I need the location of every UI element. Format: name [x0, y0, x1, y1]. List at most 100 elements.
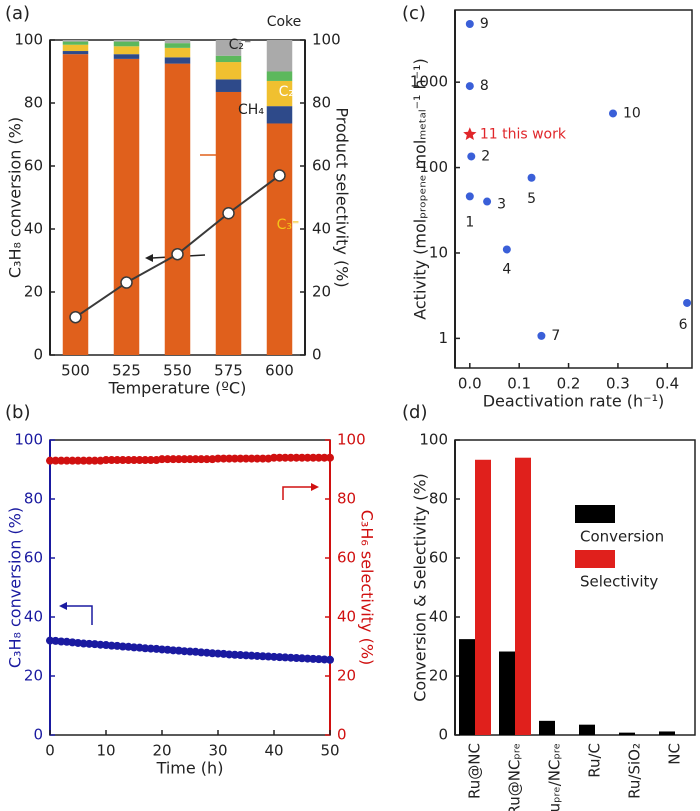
bar: [475, 459, 491, 735]
point: [130, 456, 138, 465]
panel-label: (a): [5, 3, 30, 24]
y2-tick-label: 40: [337, 608, 356, 626]
point: [609, 109, 617, 118]
arrow: [66, 605, 93, 625]
x-axis-label: Temperature (ºC): [108, 379, 247, 398]
bar-segment: [266, 123, 293, 355]
x-tick-label: 600: [265, 362, 294, 380]
bar-segment: [113, 41, 140, 47]
y2-tick-label: 20: [312, 283, 331, 301]
point: [118, 456, 127, 465]
bar-segment: [113, 58, 140, 356]
point: [46, 456, 54, 465]
x-tick-label: 0.0: [458, 375, 482, 393]
point-label: 3: [497, 197, 506, 213]
point: [62, 456, 71, 465]
y-tick-label: 60: [429, 549, 448, 567]
bar-segment: [215, 79, 242, 92]
x-tick-label: Ru@NC: [466, 743, 484, 799]
point: [467, 152, 476, 161]
bar: [659, 731, 675, 735]
point-label: 2: [481, 148, 490, 164]
x-tick-label: 525: [112, 362, 141, 380]
point: [247, 454, 256, 463]
legend-swatch: [575, 505, 615, 523]
arrow-head: [145, 254, 153, 262]
point: [286, 453, 295, 462]
bar-segment: [215, 40, 242, 56]
point: [79, 456, 88, 465]
point: [258, 454, 267, 463]
y-tick-label: 40: [24, 608, 43, 626]
x-tick-label: 40: [264, 742, 283, 760]
point: [113, 456, 122, 465]
y2-tick-label: 0: [312, 346, 322, 364]
y-tick-label: 80: [429, 490, 448, 508]
point: [214, 454, 222, 463]
y-tick-label: 80: [24, 490, 43, 508]
plot-frame: [454, 9, 693, 369]
x-tick-label: 575: [214, 362, 243, 380]
point: [141, 456, 150, 465]
point: [463, 127, 477, 140]
point: [174, 455, 183, 464]
point: [270, 453, 278, 462]
y2-axis-label: C₃H₆ selectivity (%): [358, 510, 377, 666]
x-tick-label: Ru/C: [586, 743, 604, 778]
point: [230, 454, 239, 463]
y-tick-label: 100: [14, 431, 43, 449]
point-label: 10: [623, 105, 641, 121]
point: [465, 19, 474, 28]
point: [219, 454, 228, 463]
x-tick-label: 30: [208, 742, 227, 760]
y-tick-label: 20: [24, 667, 43, 685]
point: [275, 453, 284, 462]
y2-tick-label: 20: [337, 667, 356, 685]
x-tick-label: 0.2: [557, 375, 581, 393]
x-tick-label: 0: [45, 742, 55, 760]
point: [465, 192, 474, 201]
point-label: 7: [551, 328, 560, 344]
bar-segment: [62, 44, 89, 52]
y-tick-label: 0: [33, 726, 43, 744]
y-axis-label: Activity (molₚᵣₒₚₑₙₑ molₘₑₜₐₗ⁻¹ h⁻¹): [411, 58, 430, 320]
point: [483, 197, 492, 206]
bar-segment: [215, 91, 242, 355]
bar-segment: [164, 57, 191, 64]
bar-segment: [266, 80, 293, 107]
y-tick-label: 80: [24, 94, 43, 112]
point: [90, 456, 99, 465]
y2-tick-label: 100: [337, 431, 366, 449]
y-tick-label: 20: [24, 283, 43, 301]
y2-tick-label: 0: [337, 726, 347, 744]
point: [74, 456, 82, 465]
x-tick-label: 550: [163, 362, 192, 380]
point-label: 5: [527, 191, 536, 207]
x-axis-label: Time (h): [156, 759, 224, 778]
point: [191, 455, 200, 464]
x-tick-label: Ru@NCₚᵣₑ: [506, 743, 524, 811]
point: [298, 453, 306, 462]
bar: [619, 732, 635, 735]
y-tick-label: 40: [24, 220, 43, 238]
bar-segment: [113, 46, 140, 55]
y-tick-label: 100: [419, 431, 448, 449]
x-tick-label: 0.4: [655, 375, 679, 393]
point: [202, 455, 211, 464]
x-axis-label: Deactivation rate (h⁻¹): [483, 392, 665, 411]
y-axis-label: C₃H₈ conversion (%): [6, 117, 25, 278]
point-label: 6: [679, 317, 688, 333]
y-tick-label: 1000: [410, 73, 448, 91]
y2-tick-label: 60: [337, 549, 356, 567]
series-label: C₃⁼: [277, 217, 300, 233]
point: [180, 455, 189, 464]
point: [107, 456, 116, 465]
point: [527, 173, 536, 182]
x-tick-label: 10: [96, 742, 115, 760]
y-tick-label: 1: [438, 329, 448, 347]
bar-segment: [113, 40, 140, 42]
y2-tick-label: 40: [312, 220, 331, 238]
panel-label: (b): [5, 402, 30, 423]
panel-label: (c): [402, 3, 426, 24]
bar-segment: [62, 51, 89, 55]
